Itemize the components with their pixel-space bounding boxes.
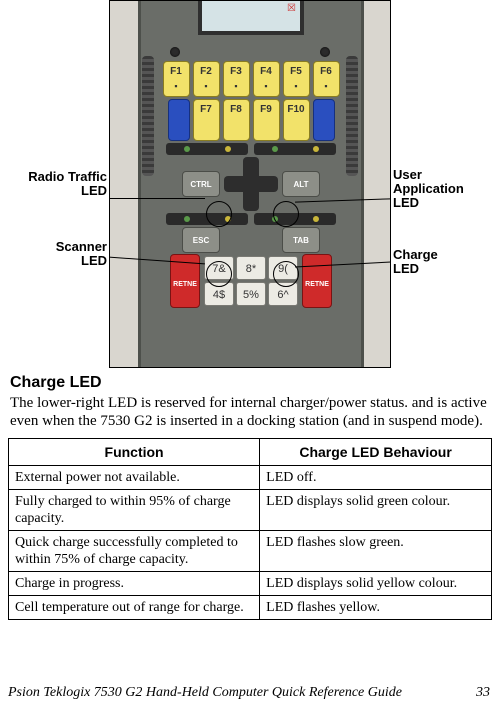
enter-key-right: ENTER [302,254,332,308]
dpad [224,157,278,211]
section-body: The lower-right LED is reserved for inte… [10,394,490,430]
device-figure: ☒ F1▪ F2▪ F3▪ F4▪ F5▪ F6▪ F7 F8 F9 F10 [75,0,425,368]
page-footer: Psion Teklogix 7530 G2 Hand-Held Compute… [8,685,490,701]
f-row-2: F7 F8 F9 F10 [158,99,344,141]
section-heading: Charge LED [10,374,492,392]
label-radio-traffic: Radio TrafficLED [17,170,107,198]
table-row: External power not available.LED off. [9,466,492,490]
label-user-app: UserApplicationLED [393,168,483,210]
table-header-row: Function Charge LED Behaviour [9,439,492,466]
charge-led-table: Function Charge LED Behaviour External p… [8,438,492,620]
led-row-bottom [158,213,344,225]
table-row: Charge in progress.LED displays solid ye… [9,572,492,596]
footer-page: 33 [476,685,490,701]
footer-title: Psion Teklogix 7530 G2 Hand-Held Compute… [8,685,402,701]
label-scanner: ScannerLED [21,240,107,268]
table-row: Cell temperature out of range for charge… [9,596,492,620]
table-row: Fully charged to within 95% of charge ca… [9,490,492,531]
col-function: Function [9,439,260,466]
col-behaviour: Charge LED Behaviour [260,439,492,466]
label-charge: ChargeLED [393,248,483,276]
table-row: Quick charge successfully completed to w… [9,531,492,572]
led-row-top [158,143,344,155]
device-illustration: ☒ F1▪ F2▪ F3▪ F4▪ F5▪ F6▪ F7 F8 F9 F10 [109,0,391,368]
f-row-1: F1▪ F2▪ F3▪ F4▪ F5▪ F6▪ [158,61,344,97]
